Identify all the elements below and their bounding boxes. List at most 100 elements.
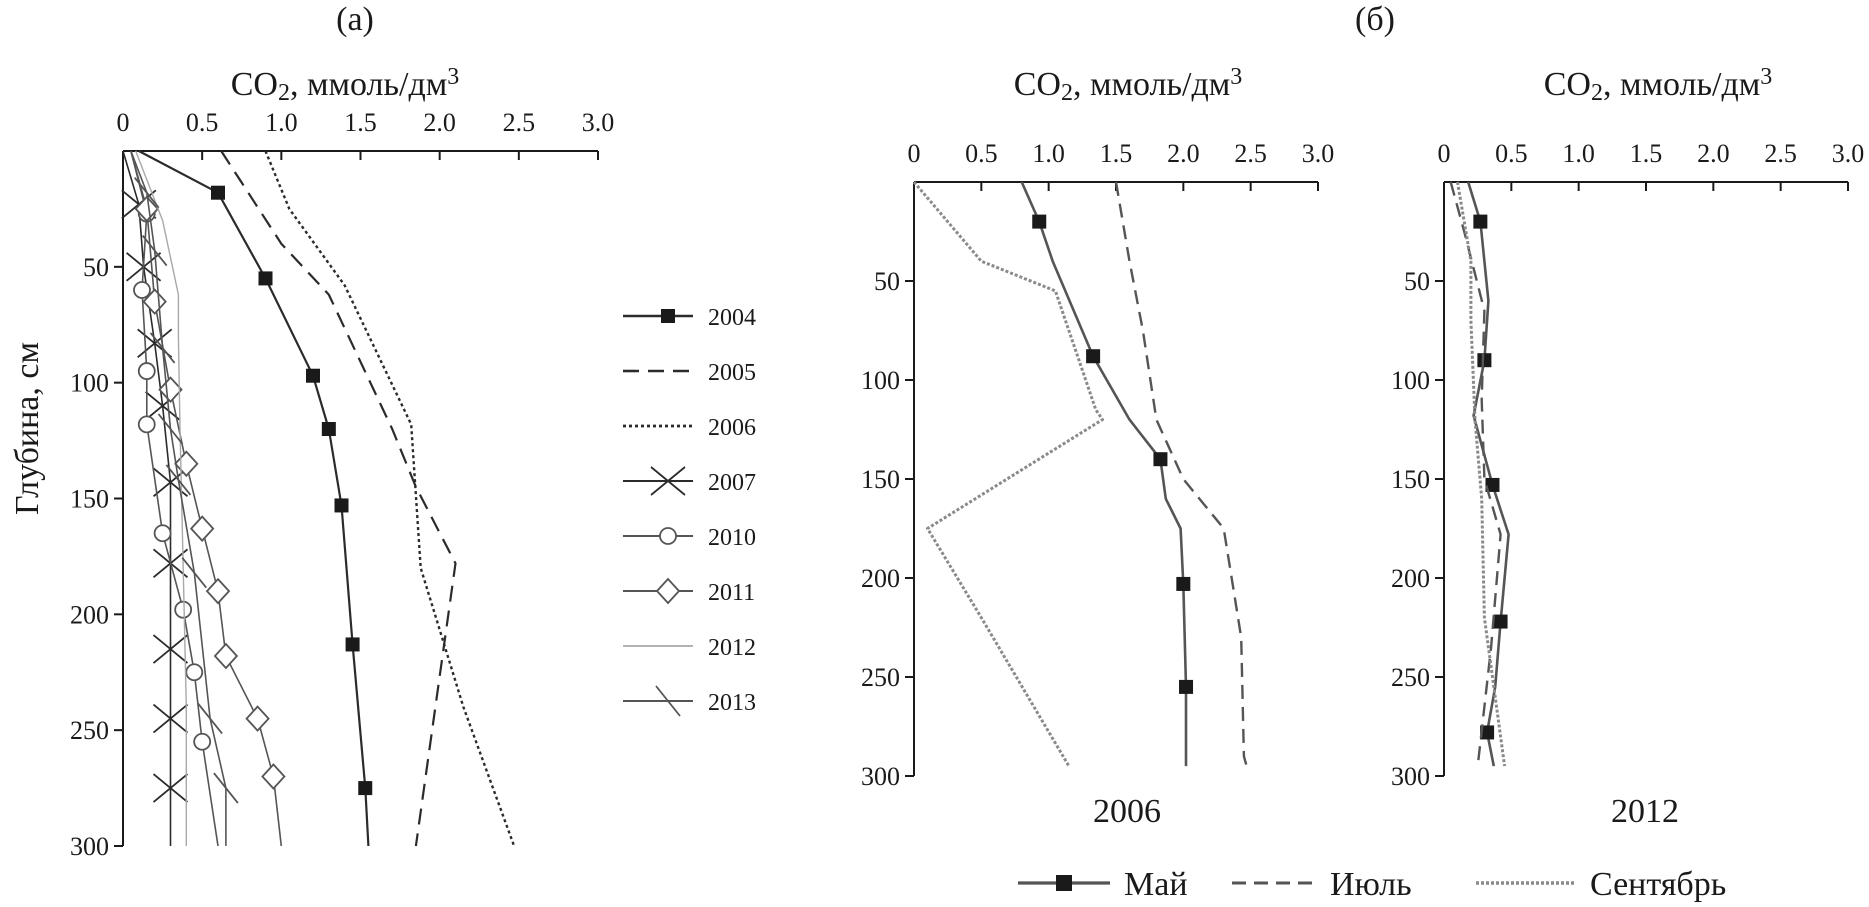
- legend-b-item-Июль: Июль: [1232, 866, 1412, 903]
- point-2007-3-stroke-2: [137, 328, 173, 358]
- series-line-2005: [220, 150, 457, 847]
- panel-b-2006-x-tick-label: 2.0: [1167, 139, 1200, 168]
- point-2007-9: [152, 773, 189, 803]
- panel-b-2006-x-axis-title: CO2, ммоль/дм3: [1014, 64, 1243, 106]
- panel-b-2006-series-line-Сентябрь: [912, 181, 1104, 767]
- legend-marker-2010: [659, 527, 677, 545]
- legend-b-marker-Май: [1056, 875, 1072, 891]
- panel-b-2006-x-tick-label: 1.0: [1032, 139, 1065, 168]
- panel-b-2012-x-tick-label: 0: [1438, 139, 1451, 168]
- panel-b-2006-y-tick-label: 50: [874, 267, 900, 296]
- point-2011-1: [134, 195, 159, 223]
- panel-b-2006-point-Май-1: [1086, 349, 1101, 364]
- panel-b-2006-caption: 2006: [1093, 793, 1161, 830]
- series-line-2013: [130, 150, 227, 846]
- panel-b-2006-y-tick-label: 100: [861, 366, 900, 395]
- point-2004-2: [258, 271, 273, 286]
- series-line-2010: [130, 150, 219, 847]
- panel-a-x-tick-label: 3.0: [582, 108, 615, 137]
- legend-label-2004: 2004: [708, 305, 756, 331]
- legend-marker-2007-stroke-2: [650, 466, 686, 496]
- legend-b-label-Май: Май: [1124, 866, 1188, 903]
- legend-label-2012: 2012: [708, 635, 756, 661]
- panel-b-2006-x-tick-label: 0: [908, 139, 921, 168]
- point-2011-5: [189, 515, 215, 542]
- panel-b-2006-series-line-Июль: [1114, 181, 1248, 767]
- panel-b-2006-point-Май-2: [1153, 452, 1168, 467]
- point-2004-5: [334, 498, 349, 513]
- panel-b-2012-x-axis-title: CO2, ммоль/дм3: [1544, 64, 1773, 106]
- point-2010-5: [153, 524, 172, 543]
- panel-a-y-tick-label: 250: [70, 716, 109, 745]
- point-2010-3: [137, 362, 156, 380]
- panel-b-2006-y-tick-label: 200: [861, 564, 900, 593]
- legend-label-2013: 2013: [708, 690, 756, 716]
- point-2011-6: [205, 577, 231, 605]
- series-2012: [135, 150, 187, 846]
- panel-a-x-tick-label: 0: [117, 108, 130, 137]
- panel-b-label: (б): [1355, 1, 1395, 38]
- point-2011-2: [142, 288, 167, 315]
- panel-b-2012-x-tick-label: 0.5: [1495, 139, 1528, 168]
- legend-marker-2013: [655, 685, 681, 717]
- panel-a-y-tick-label: 200: [70, 600, 109, 629]
- legend-panel-b: Май Июль Сентябрь: [1018, 866, 1726, 903]
- point-2007-9-stroke-2: [152, 773, 189, 803]
- panel-b-2006-y-tick-label: 150: [861, 465, 900, 494]
- panel-b-2012-caption: 2012: [1611, 793, 1679, 830]
- series-2006: [264, 150, 516, 847]
- point-2010-7: [185, 663, 204, 682]
- panel-b-2012-series-Май: [1466, 181, 1510, 767]
- legend-label-2006: 2006: [708, 415, 756, 441]
- panel-b-2006-point-Май-3: [1176, 576, 1191, 591]
- legend-panel-a: 2004 2005 2006 2007 2010 2011 2012 2013: [623, 305, 756, 717]
- legend-item-2006: 2006: [623, 415, 756, 441]
- point-2011-3: [158, 376, 183, 403]
- series-2013: [130, 150, 239, 846]
- legend-item-2004: 2004: [623, 305, 756, 331]
- panel-b-2012-point-Май-3: [1493, 614, 1508, 629]
- panel-a-y-tick-label: 50: [83, 253, 109, 282]
- panel-b-2012-y-tick-label: 150: [1391, 465, 1430, 494]
- panel-a-x-axis-title: CO2, ммоль/дм3: [231, 64, 460, 106]
- panel-a-y-tick-label: 150: [70, 485, 109, 514]
- point-2007-7-stroke-2: [152, 634, 189, 664]
- point-2011-8: [245, 705, 270, 732]
- point-2004-6: [345, 637, 360, 652]
- legend-item-2012: 2012: [623, 635, 756, 661]
- point-2004-1: [211, 185, 225, 200]
- panel-b-2006-y-tick-label: 300: [861, 762, 900, 791]
- chart-panel-a: 0 0.5 1.0 1.5 2.0 2.5 3.0 50 100 150 200 250 300 CO2,…: [9, 64, 614, 861]
- panel-b-2012-point-Май-0: [1473, 214, 1488, 229]
- panel-b-2012-x-tick-label: 2.5: [1764, 139, 1797, 168]
- point-2004-4: [321, 422, 336, 436]
- legend-b-label-Сентябрь: Сентябрь: [1590, 866, 1726, 903]
- point-2011-9: [261, 763, 286, 790]
- panel-b-2012-y-tick-label: 300: [1391, 762, 1430, 791]
- series-2011: [130, 150, 286, 847]
- panel-b-2012-series-line-Сентябрь: [1456, 181, 1507, 767]
- panel-b-2006-x-tick-label: 3.0: [1302, 139, 1335, 168]
- point-2010-8: [193, 732, 212, 751]
- panel-a-x-tick-label: 0.5: [186, 108, 219, 137]
- series-line-2012: [135, 150, 187, 846]
- point-2011-7: [213, 642, 239, 670]
- point-2013-6: [181, 557, 207, 589]
- point-2013-1: [134, 177, 160, 209]
- point-2007-8: [152, 703, 189, 734]
- legend-marker-2004: [661, 309, 675, 323]
- panel-a-label: (а): [336, 1, 374, 38]
- legend-marker-2011: [655, 577, 681, 605]
- panel-b-2006-point-Май-0: [1032, 214, 1047, 229]
- panel-b-2012-x-tick-label: 1.0: [1562, 139, 1595, 168]
- series-2004: [138, 150, 373, 847]
- legend-label-2007: 2007: [708, 470, 756, 496]
- panel-b-2012-y-tick-label: 50: [1404, 267, 1430, 296]
- panel-b-2012-y-tick-label: 200: [1391, 564, 1430, 593]
- panel-b-2006-series-Июль: [1114, 181, 1248, 767]
- legend-label-2011: 2011: [708, 580, 755, 606]
- legend-label-2010: 2010: [708, 525, 756, 551]
- point-2004-7: [358, 781, 373, 796]
- series-line-2006: [264, 150, 516, 847]
- panel-b-2012-x-tick-label: 3.0: [1832, 139, 1865, 168]
